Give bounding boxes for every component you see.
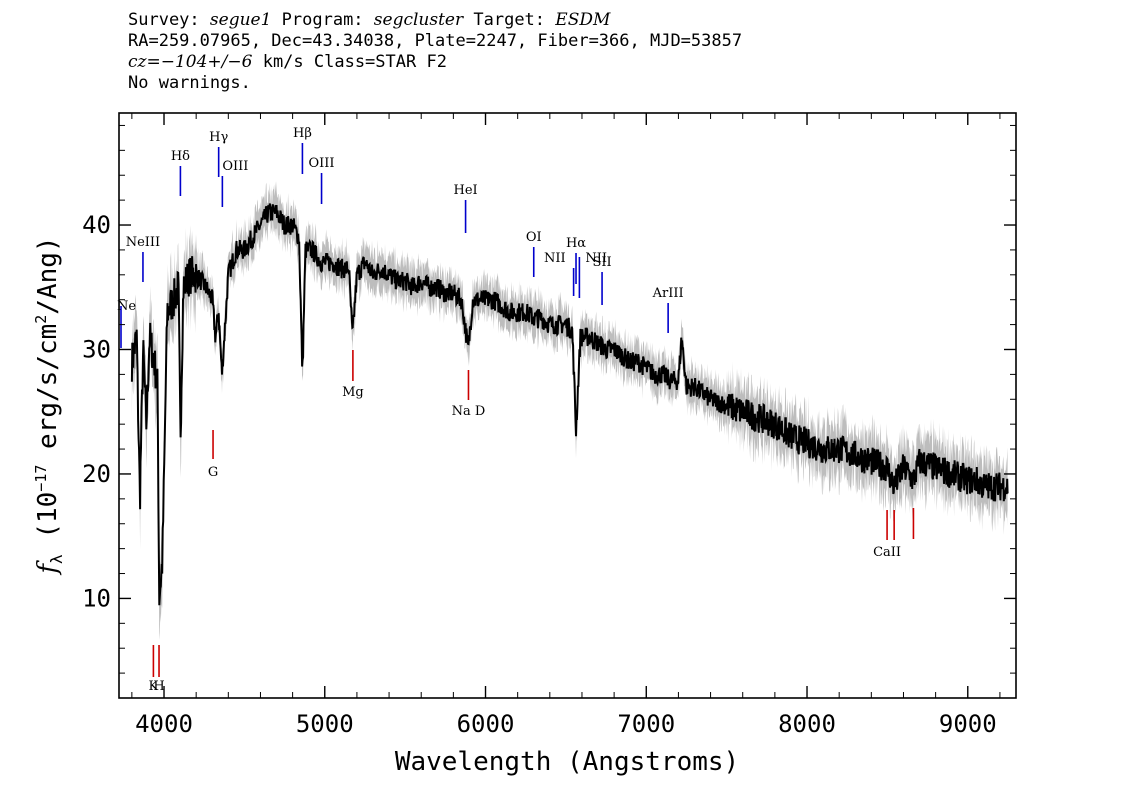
line-label: OIII: [309, 156, 335, 171]
line-label: NII: [585, 251, 607, 266]
line-label: Hα: [566, 236, 586, 251]
x-tick-label: 6000: [457, 710, 515, 738]
target-label: Target:: [473, 10, 546, 30]
line-label: OI: [526, 230, 542, 245]
x-tick-label: 4000: [135, 710, 193, 738]
flux-line: [130, 203, 1009, 606]
header-line-redshift: cz=−104+/−6 km/s Class=STAR F2: [128, 52, 1028, 73]
line-label: Hγ: [209, 130, 228, 145]
y-tick-label: 20: [82, 460, 111, 488]
header-line-coordinates: RA=259.07965, Dec=43.34038, Plate=2247, …: [128, 31, 743, 51]
cz-class: km/s Class=STAR F2: [252, 52, 447, 72]
line-label: G: [208, 465, 218, 480]
survey-label: Survey:: [128, 10, 200, 30]
flux-line-layer: [130, 203, 1009, 606]
y-tick-label: 10: [82, 584, 111, 612]
line-label: OIII: [222, 159, 248, 174]
y-tick-label: 30: [82, 335, 111, 363]
line-label: Hβ: [293, 126, 312, 141]
program-value: segcluster: [373, 10, 464, 30]
header-line-warnings: No warnings.: [128, 73, 251, 93]
spectrum-header: Survey: segue1 Program: segcluster Targe…: [128, 10, 1028, 94]
x-tick-label: 8000: [778, 710, 836, 738]
line-label: Hδ: [171, 149, 190, 164]
line-label: NII: [544, 251, 566, 266]
line-label: Ne: [117, 299, 136, 314]
line-label: SII: [592, 255, 611, 270]
line-label: NeIII: [126, 235, 160, 250]
line-label: Mg: [342, 385, 364, 400]
y-axis-label: fλ (10−17 erg/s/cm2/Ang): [32, 236, 66, 575]
plot-frame: [118, 112, 1017, 699]
line-label: K: [149, 679, 159, 694]
axis-ticks: 4000 5000 6000 7000 8000 9000 10 20 30 40: [82, 113, 1016, 738]
x-axis-label: Wavelength (Angstroms): [395, 747, 739, 777]
line-label: HeI: [453, 183, 477, 198]
program-label: Program:: [281, 10, 364, 30]
line-label: H: [153, 679, 164, 694]
line-label: ArIII: [652, 286, 684, 301]
target-value: ESDM: [555, 10, 611, 30]
header-line-survey: Survey: segue1 Program: segcluster Targe…: [128, 10, 1028, 31]
line-label: Na D: [452, 404, 486, 419]
cz-label: cz=: [128, 52, 161, 72]
survey-value: segue1: [209, 10, 272, 30]
y-tick-label: 40: [82, 211, 111, 239]
line-label: CaII: [873, 545, 901, 560]
x-tick-label: 5000: [296, 710, 354, 738]
x-tick-label: 7000: [617, 710, 675, 738]
spectral-line-markers: NeNeIIIHδHγOIIIHβOIIIHeIOINIIHαNIISIIArI…: [117, 126, 915, 694]
x-tick-label: 9000: [939, 710, 997, 738]
cz-value: −104+/−6: [160, 52, 253, 72]
